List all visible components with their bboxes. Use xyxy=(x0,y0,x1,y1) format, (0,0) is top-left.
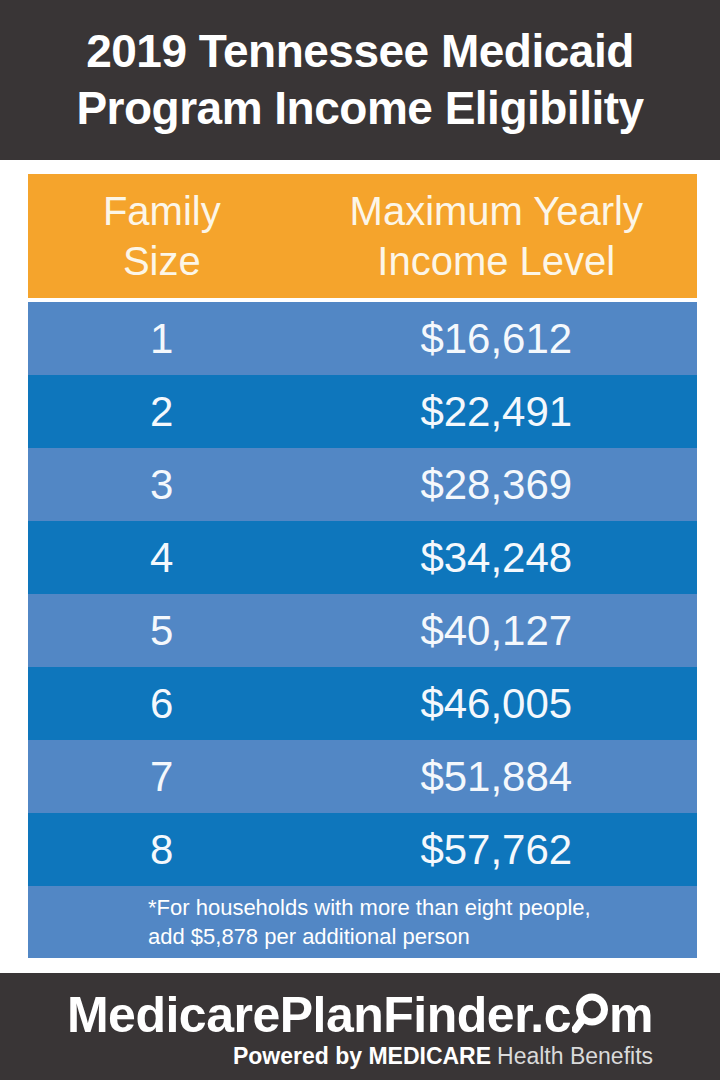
income-value: $57,762 xyxy=(296,826,697,874)
medicaid-eligibility-infographic: 2019 Tennessee Medicaid Program Income E… xyxy=(0,0,720,1080)
table-row: 2 $22,491 xyxy=(28,375,697,448)
income-value: $16,612 xyxy=(296,315,697,363)
table-row: 7 $51,884 xyxy=(28,740,697,813)
brand-logo: MedicarePlanFinder.c m xyxy=(67,987,653,1043)
family-size-value: 8 xyxy=(28,826,296,874)
income-value: $28,369 xyxy=(296,461,697,509)
page-title-line-2: Program Income Eligibility xyxy=(76,80,643,137)
table-row: 6 $46,005 xyxy=(28,667,697,740)
family-size-value: 7 xyxy=(28,753,296,801)
page-title-line-1: 2019 Tennessee Medicaid xyxy=(86,23,634,80)
footer-tagline: Powered by MEDICAREHealth Benefits xyxy=(233,1043,653,1069)
table-row: 4 $34,248 xyxy=(28,521,697,594)
column-header-income-level: Maximum Yearly Income Level xyxy=(296,186,697,286)
income-header-line-1: Maximum Yearly xyxy=(296,186,697,236)
column-header-family-size: Family Size xyxy=(28,186,296,286)
footer-content: MedicarePlanFinder.c m Powered by MEDICAR… xyxy=(67,985,653,1069)
table-footnote: *For households with more than eight peo… xyxy=(28,886,697,958)
family-size-header-line-2: Size xyxy=(28,236,296,286)
family-size-value: 4 xyxy=(28,534,296,582)
income-value: $51,884 xyxy=(296,753,697,801)
income-eligibility-table: Family Size Maximum Yearly Income Level … xyxy=(28,174,697,958)
brand-text-prefix: MedicarePlanFinder.c xyxy=(67,987,571,1043)
footnote-line-2: add $5,878 per additional person xyxy=(148,922,697,951)
table-row: 1 $16,612 xyxy=(28,302,697,375)
income-value: $34,248 xyxy=(296,534,697,582)
health-benefits-text: Health Benefits xyxy=(497,1043,653,1069)
powered-by-text: Powered by MEDICARE xyxy=(233,1043,491,1069)
family-size-value: 2 xyxy=(28,388,296,436)
footnote-line-1: *For households with more than eight peo… xyxy=(148,893,697,922)
table-row: 5 $40,127 xyxy=(28,594,697,667)
income-value: $40,127 xyxy=(296,607,697,655)
family-size-value: 3 xyxy=(28,461,296,509)
table-header-row: Family Size Maximum Yearly Income Level xyxy=(28,174,697,298)
income-value: $46,005 xyxy=(296,680,697,728)
family-size-value: 6 xyxy=(28,680,296,728)
footer-banner: MedicarePlanFinder.c m Powered by MEDICAR… xyxy=(0,973,720,1080)
magnifier-icon xyxy=(572,993,608,1041)
brand-text-suffix: m xyxy=(609,987,653,1043)
table-row: 8 $57,762 xyxy=(28,813,697,886)
income-header-line-2: Income Level xyxy=(296,236,697,286)
family-size-header-line-1: Family xyxy=(28,186,296,236)
title-banner: 2019 Tennessee Medicaid Program Income E… xyxy=(0,0,720,160)
family-size-value: 1 xyxy=(28,315,296,363)
family-size-value: 5 xyxy=(28,607,296,655)
income-value: $22,491 xyxy=(296,388,697,436)
table-row: 3 $28,369 xyxy=(28,448,697,521)
